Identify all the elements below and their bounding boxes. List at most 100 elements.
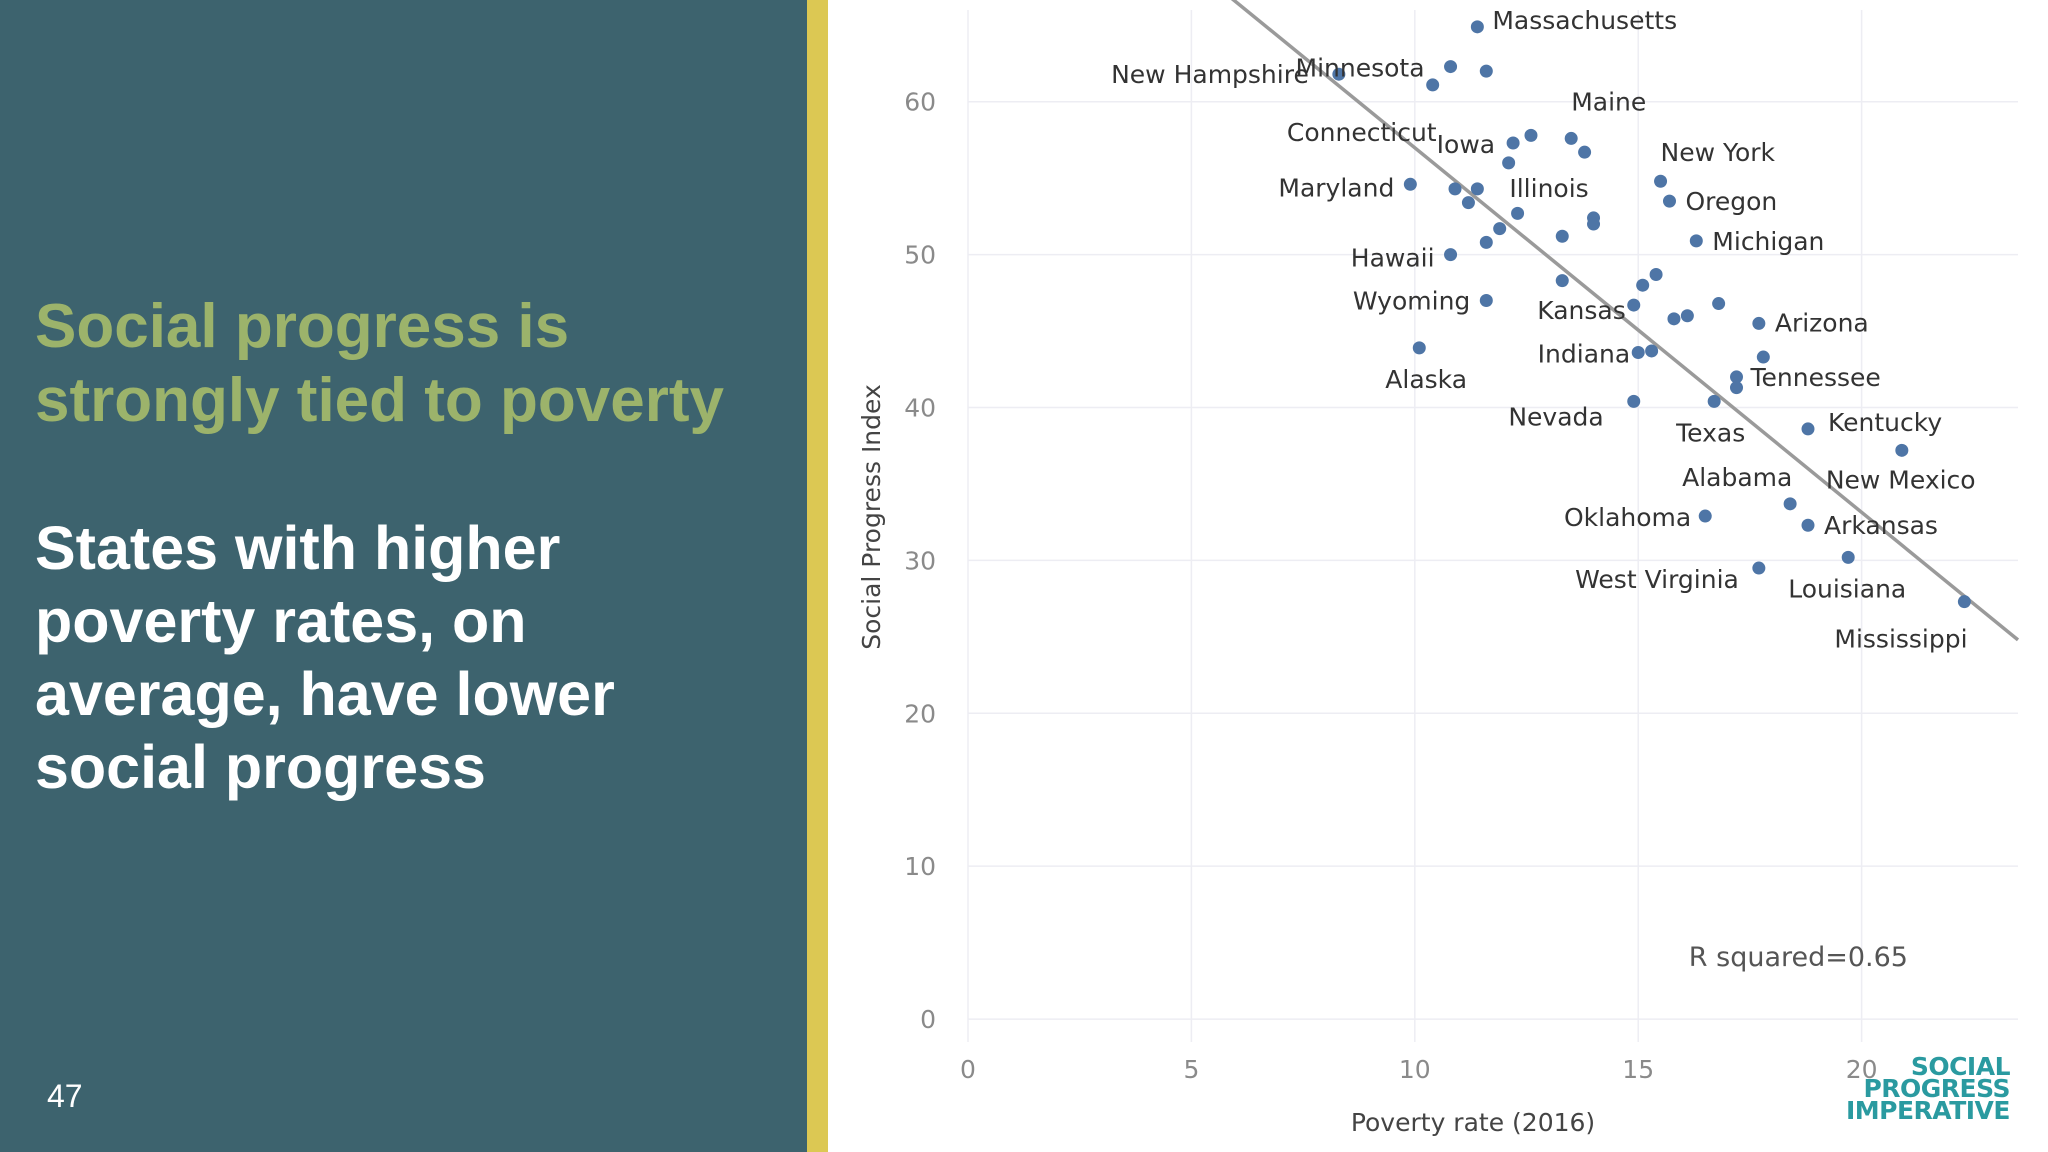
data-point [1444, 60, 1458, 74]
state-label: Michigan [1712, 227, 1824, 256]
data-point [1707, 394, 1721, 408]
x-tick-label: 15 [1622, 1055, 1654, 1084]
x-axis-title: Poverty rate (2016) [1351, 1108, 1595, 1137]
x-tick-label: 0 [960, 1055, 976, 1084]
data-point [1752, 316, 1766, 330]
data-point [1712, 297, 1726, 311]
data-point [1689, 234, 1703, 248]
slide-subtext: States with higher poverty rates, on ave… [35, 514, 615, 801]
data-point [1479, 64, 1493, 78]
data-point [1752, 561, 1766, 575]
data-point [1426, 78, 1440, 92]
x-tick-label: 5 [1183, 1055, 1199, 1084]
data-point [1730, 370, 1744, 384]
data-point [1631, 345, 1645, 359]
data-point [1332, 67, 1346, 81]
state-label: West Virginia [1575, 565, 1739, 594]
chart-grid [967, 10, 2018, 1042]
r-squared-annotation: R squared=0.65 [1689, 942, 1908, 973]
data-point [1783, 497, 1797, 511]
data-point [1627, 394, 1641, 408]
state-label: Massachusetts [1492, 6, 1677, 35]
data-point [1502, 156, 1516, 170]
data-point [1564, 131, 1578, 145]
slide-number: 47 [47, 1078, 83, 1114]
data-point [1957, 595, 1971, 609]
state-label: New York [1661, 138, 1776, 167]
state-label: Illinois [1509, 174, 1588, 203]
y-tick-label: 20 [904, 699, 936, 728]
state-label: Maryland [1278, 173, 1394, 202]
state-label: Mississippi [1834, 625, 1967, 654]
state-label: Kentucky [1828, 408, 1942, 437]
data-point [1470, 20, 1484, 34]
data-point [1801, 422, 1815, 436]
data-point [1662, 194, 1676, 208]
data-point [1412, 341, 1426, 355]
trend-line [1230, 0, 2020, 642]
logo-line-2: PROGRESS [1863, 1074, 2010, 1103]
state-label: New Hampshire [1111, 60, 1309, 89]
state-label: New Mexico [1826, 465, 1976, 494]
state-label: Connecticut [1287, 118, 1437, 147]
y-tick-label: 60 [904, 88, 936, 117]
state-label: Hawaii [1351, 244, 1435, 273]
state-label: Texas [1675, 418, 1745, 447]
state-label: Arizona [1775, 308, 1869, 337]
data-point [1479, 235, 1493, 249]
x-tick-label: 20 [1846, 1055, 1878, 1084]
data-point [1667, 312, 1681, 326]
state-label: Kansas [1537, 296, 1626, 325]
logo-line-1: SOCIAL [1910, 1052, 2011, 1081]
state-label: Minnesota [1296, 54, 1425, 83]
data-point [1461, 196, 1475, 210]
chart-points [1332, 20, 1971, 609]
y-tick-label: 40 [904, 394, 936, 423]
data-point [1403, 177, 1417, 191]
state-label: Alabama [1682, 463, 1792, 492]
data-point [1645, 344, 1659, 358]
slide-headline: Social progress is strongly tied to pove… [35, 292, 724, 435]
data-point [1895, 443, 1909, 457]
state-label: Tennessee [1750, 363, 1881, 392]
y-axis-title: Social Progress Index [857, 384, 886, 650]
state-label: Wyoming [1353, 286, 1470, 315]
y-tick-label: 30 [904, 546, 936, 575]
data-point [1841, 550, 1855, 564]
state-label: Louisiana [1788, 574, 1906, 603]
data-point [1680, 309, 1694, 323]
data-point [1470, 182, 1484, 196]
data-point [1479, 293, 1493, 307]
title-panel: Social progress is strongly tied to pove… [0, 0, 807, 1152]
chart-trendline-group [1230, 0, 2020, 642]
social-progress-imperative-logo: SOCIAL PROGRESS IMPERATIVE [1845, 1052, 2011, 1125]
x-tick-label: 10 [1399, 1055, 1431, 1084]
data-point [1511, 206, 1525, 220]
logo-line-3: IMPERATIVE [1845, 1096, 2011, 1125]
data-point [1493, 222, 1507, 236]
data-point [1636, 278, 1650, 292]
state-label: Iowa [1437, 130, 1495, 159]
data-point [1698, 509, 1712, 523]
data-point [1627, 298, 1641, 312]
data-point [1524, 128, 1538, 142]
data-point [1801, 518, 1815, 532]
data-point [1448, 182, 1462, 196]
data-point [1444, 248, 1458, 262]
data-point [1555, 229, 1569, 243]
data-point [1578, 145, 1592, 159]
state-label: Oregon [1685, 187, 1777, 216]
y-tick-label: 50 [904, 241, 936, 270]
data-point [1587, 217, 1601, 231]
data-point [1756, 350, 1770, 364]
data-point [1649, 267, 1663, 281]
state-label: Maine [1571, 87, 1646, 116]
state-label: Arkansas [1824, 511, 1938, 540]
data-point [1506, 136, 1520, 150]
data-point [1555, 274, 1569, 288]
y-tick-label: 10 [904, 852, 936, 881]
y-tick-label: 0 [920, 1005, 936, 1034]
state-label: Indiana [1538, 339, 1631, 368]
